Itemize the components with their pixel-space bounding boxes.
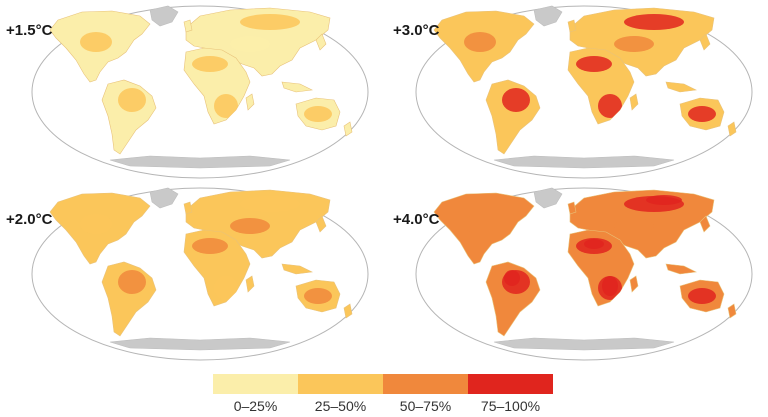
hotspot <box>646 195 682 205</box>
map-panel-4-0c: +4.0°C <box>384 182 768 367</box>
hotspot <box>192 56 228 72</box>
legend-item: 50–75% <box>383 374 468 414</box>
hotspot <box>230 218 270 234</box>
risk-hotspots <box>80 196 332 304</box>
hotspot <box>230 36 270 52</box>
greenland-shape <box>149 5 179 27</box>
legend-swatch <box>213 374 298 394</box>
hotspot <box>214 94 238 118</box>
hotspot <box>614 36 654 52</box>
hotspot <box>504 270 520 286</box>
risk-hotspots <box>464 195 716 304</box>
madagascar-shape <box>629 275 639 293</box>
panel-label-2-0c: +2.0°C <box>6 211 53 228</box>
nz-shape <box>343 121 353 137</box>
japan-shape <box>699 215 711 233</box>
hotspot <box>624 14 684 30</box>
antarctica-shape <box>109 155 291 169</box>
map-panel-2-0c: +2.0°C <box>0 182 384 367</box>
legend-swatch <box>468 374 553 394</box>
indonesia-shape <box>281 263 314 275</box>
legend-swatch <box>298 374 383 394</box>
hotspot <box>240 14 300 30</box>
world-map-4-0c <box>415 187 753 361</box>
hotspot <box>688 106 716 122</box>
greenland-shape <box>149 187 179 209</box>
uk-shape <box>567 19 577 33</box>
world-map-3-0c <box>415 5 753 179</box>
indonesia-shape <box>665 263 698 275</box>
hotspot <box>240 196 300 212</box>
hotspot <box>118 88 146 112</box>
japan-shape <box>315 215 327 233</box>
legend-item: 0–25% <box>213 374 298 414</box>
risk-hotspots <box>80 14 332 122</box>
madagascar-shape <box>245 93 255 111</box>
legend-label: 25–50% <box>314 398 367 414</box>
world-map-2-0c <box>31 187 369 361</box>
panel-label-4-0c: +4.0°C <box>393 211 440 228</box>
hotspot <box>598 94 622 118</box>
japan-shape <box>315 33 327 51</box>
madagascar-shape <box>629 93 639 111</box>
hotspot <box>304 106 332 122</box>
risk-hotspots <box>464 14 716 122</box>
greenland-shape <box>533 5 563 27</box>
legend-label: 0–25% <box>233 398 278 414</box>
hotspot <box>118 270 146 294</box>
legend-label: 50–75% <box>399 398 452 414</box>
hotspot <box>614 218 654 234</box>
hotspot <box>464 32 496 52</box>
nz-shape <box>727 121 737 137</box>
hotspot <box>80 214 112 234</box>
legend-swatch <box>383 374 468 394</box>
indonesia-shape <box>665 81 698 93</box>
map-panel-3-0c: +3.0°C <box>384 0 768 185</box>
legend-item: 25–50% <box>298 374 383 414</box>
nz-shape <box>727 303 737 319</box>
uk-shape <box>567 201 577 215</box>
hotspot <box>576 56 612 72</box>
hotspot <box>192 238 228 254</box>
panel-label-1-5c: +1.5°C <box>6 22 53 39</box>
hotspot <box>584 239 604 249</box>
antarctica-shape <box>109 337 291 351</box>
hotspot <box>464 214 496 234</box>
nz-shape <box>343 303 353 319</box>
hotspot <box>502 88 530 112</box>
uk-shape <box>183 201 193 215</box>
legend: 0–25% 25–50% 50–75% 75–100% <box>213 374 553 414</box>
hotspot <box>214 276 238 300</box>
japan-shape <box>699 33 711 51</box>
legend-label: 75–100% <box>480 398 541 414</box>
hotspot <box>304 288 332 304</box>
antarctica-shape <box>493 337 675 351</box>
antarctica-shape <box>493 155 675 169</box>
hotspot <box>80 32 112 52</box>
map-panel-1-5c: +1.5°C <box>0 0 384 185</box>
legend-item: 75–100% <box>468 374 553 414</box>
hotspot <box>688 288 716 304</box>
hotspot <box>602 276 618 296</box>
uk-shape <box>183 19 193 33</box>
indonesia-shape <box>281 81 314 93</box>
madagascar-shape <box>245 275 255 293</box>
world-map-1-5c <box>31 5 369 179</box>
panel-label-3-0c: +3.0°C <box>393 22 440 39</box>
greenland-shape <box>533 187 563 209</box>
